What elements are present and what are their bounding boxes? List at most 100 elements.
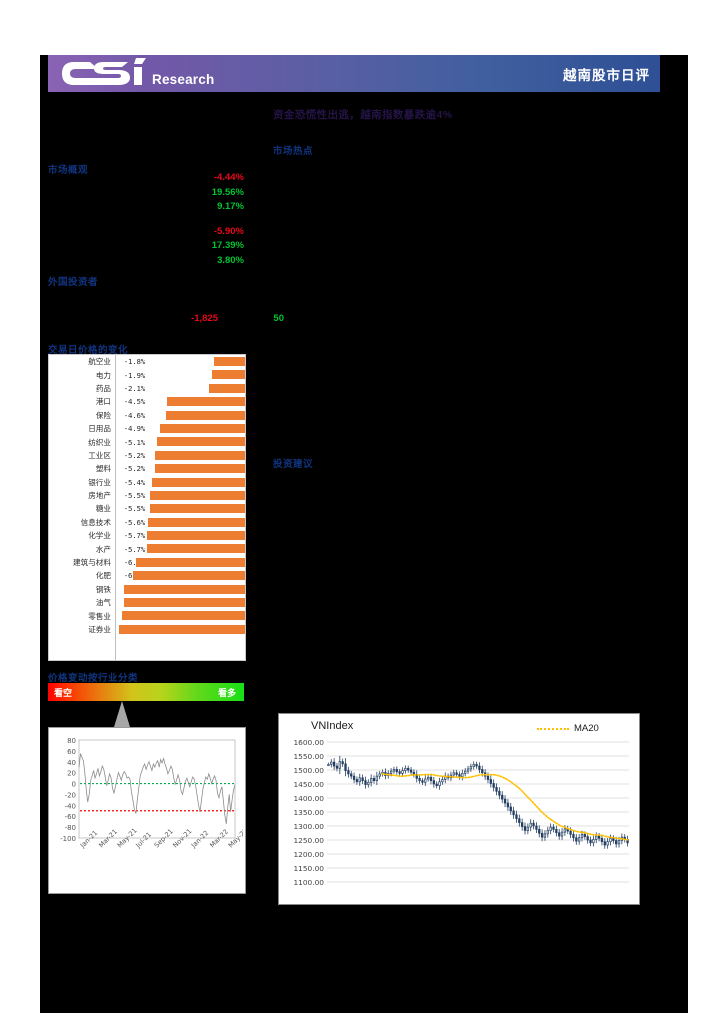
bar-category-label: 日用品 (88, 424, 111, 434)
bar-track (132, 569, 245, 582)
bar-track (146, 529, 245, 542)
table-row: 银行业 -5.4% (49, 476, 245, 489)
bar-fill (146, 544, 245, 554)
market-overview-value: -5.90% (213, 225, 244, 237)
bar-category-label: 建筑与材料 (73, 558, 111, 568)
table-row: 保险 -4.6% (49, 409, 245, 422)
y-tick-label: 1400.00 (293, 794, 324, 803)
section-market-overview: 市场概观 (48, 165, 89, 176)
bar-fill (160, 423, 245, 433)
bar-value-label: -5.4% (123, 477, 145, 487)
bar-track (148, 489, 245, 502)
y-tick-label: 1300.00 (293, 822, 324, 831)
bar-category-label: 保险 (95, 410, 111, 420)
y-tick-label: 1600.00 (293, 738, 324, 747)
bar-value-label: -4.9% (123, 424, 145, 434)
section-sector-price-change: 价格变动按行业分类 (48, 673, 139, 684)
table-row: 港口 -4.5% (49, 395, 245, 408)
csi-logo-icon (60, 58, 150, 89)
y-tick-label: 1150.00 (293, 864, 324, 873)
bar-category-label: 银行业 (88, 477, 111, 487)
bar-track (148, 382, 245, 395)
bar-fill (167, 397, 245, 407)
bar-track (148, 395, 245, 408)
bar-fill (156, 437, 245, 447)
y-tick-label: -20 (65, 791, 76, 799)
section-market-hotspot: 市场热点 (273, 146, 314, 157)
bar-value-label: -5.1% (123, 437, 145, 447)
table-row: 药品 -2.1% (49, 382, 245, 395)
bar-track (122, 609, 245, 622)
table-row: 纺织业 -5.1% (49, 435, 245, 448)
bar-track (124, 583, 245, 596)
y-tick-label: 1350.00 (293, 808, 324, 817)
ma20-legend-line-icon (537, 728, 569, 730)
vnindex-chart: VNIndex MA20 1600.00 1550.00 1500.00 1450.0… (278, 713, 640, 905)
bar-value-label: -5.7% (123, 531, 145, 541)
y-tick-label: -100 (60, 835, 76, 843)
bar-value-label: -4.6% (123, 410, 145, 420)
sector-bar-chart: 航空业 -1.8% 电力 -1.9% 药品 -2.1% 港口 -4.5% 保险 -4.6% 日用品 -… (48, 354, 246, 661)
bar-category-label: 钢铁 (95, 584, 111, 594)
bar-fill (132, 571, 245, 581)
bar-value-label: -5.6% (123, 517, 145, 527)
table-row: 证券业-7.3% (49, 623, 245, 636)
table-row: 房地产 -5.5% (49, 489, 245, 502)
bar-value-label: -2.1% (123, 383, 145, 393)
table-row: 工业区 -5.2% (49, 449, 245, 462)
y-tick-label: 1200.00 (293, 850, 324, 859)
bar-value-label: -5.5% (123, 491, 145, 501)
bar-category-label: 药品 (95, 383, 111, 393)
bar-chart-axis (115, 355, 116, 660)
y-tick-label: 0 (72, 781, 76, 789)
bar-fill (212, 370, 245, 380)
bar-category-label: 化肥 (95, 571, 111, 581)
foreign-count-value: 50 (273, 313, 284, 324)
bar-category-label: 油气 (95, 598, 111, 608)
bar-track (148, 422, 245, 435)
bar-category-label: 证券业 (88, 625, 111, 634)
bar-category-label: 纺织业 (88, 437, 111, 447)
bar-category-label: 港口 (95, 397, 111, 407)
bar-value-label: -6.3% (123, 558, 145, 568)
bar-value-label: -5.2% (123, 450, 145, 460)
table-row: 零售业-7.1% (49, 609, 245, 622)
bar-fill (208, 383, 245, 393)
table-row: 糖业 -5.5% (49, 502, 245, 515)
table-row: 航空业 -1.8% (49, 355, 245, 368)
vnindex-chart-title: VNIndex (311, 720, 354, 732)
bar-category-label: 化学业 (88, 531, 111, 541)
bar-track (148, 435, 245, 448)
y-tick-label: 80 (67, 737, 76, 745)
y-tick-label: 1250.00 (293, 836, 324, 845)
table-row: 钢铁-7.0% (49, 583, 245, 596)
bar-track (148, 502, 245, 515)
y-tick-label: -80 (65, 824, 76, 832)
bar-track (148, 476, 245, 489)
bar-fill (119, 624, 245, 634)
section-investment-advice: 投资建议 (273, 459, 314, 470)
table-row: 电力 -1.9% (49, 368, 245, 381)
bar-track (148, 462, 245, 475)
bar-value-label: -1.9% (123, 370, 145, 380)
bar-track (136, 556, 245, 569)
bar-fill (213, 357, 245, 366)
market-overview-value: 3.80% (217, 254, 244, 266)
table-row: 建筑与材料 -6.3% (49, 556, 245, 569)
bar-category-label: 糖业 (95, 504, 111, 514)
gauge-bullish-label: 看多 (217, 688, 236, 698)
bar-fill (148, 517, 245, 527)
market-overview-value: 17.39% (211, 240, 244, 252)
y-tick-label: -40 (65, 802, 76, 810)
bar-track (148, 355, 245, 368)
y-tick-label: 1450.00 (293, 780, 324, 789)
brand-subtitle: Research (152, 72, 215, 87)
bar-category-label: 工业区 (88, 450, 111, 460)
bar-category-label: 航空业 (88, 357, 111, 367)
bar-fill (146, 531, 245, 541)
table-row: 塑料 -5.2% (49, 462, 245, 475)
ma20-legend-label: MA20 (574, 723, 599, 734)
bar-category-label: 房地产 (88, 491, 111, 501)
report-title: 越南股市日评 (563, 68, 650, 83)
y-tick-label: 40 (67, 759, 76, 767)
